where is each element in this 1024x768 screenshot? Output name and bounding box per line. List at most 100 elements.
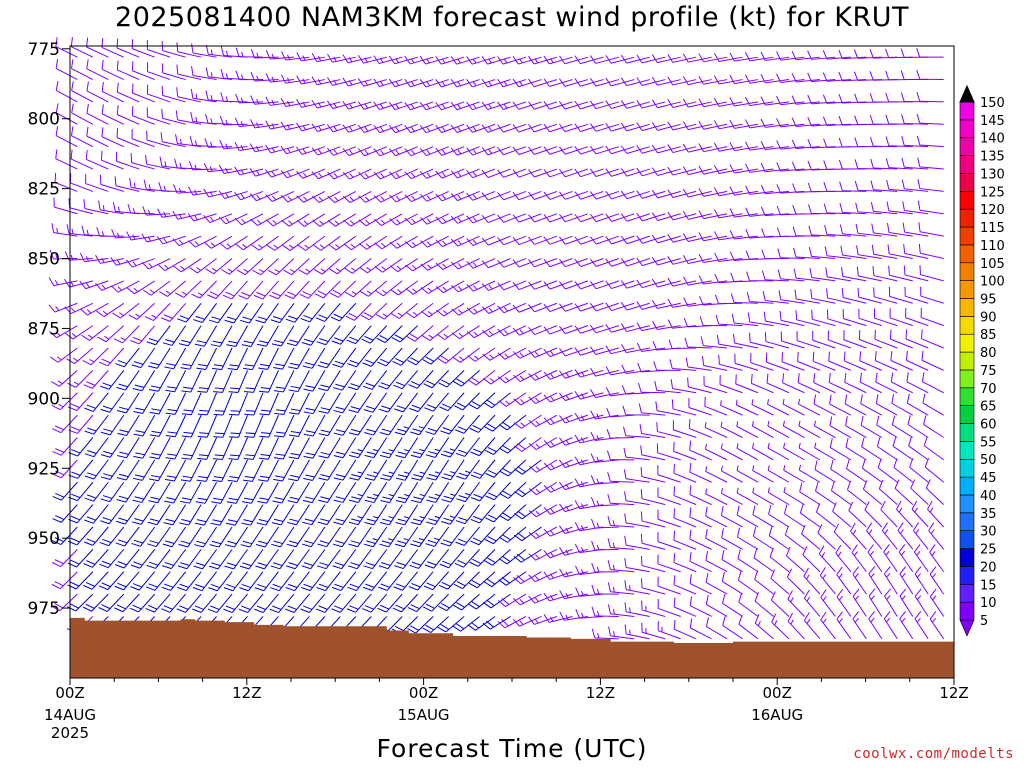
wind-barb-flag bbox=[102, 495, 113, 499]
wind-barb-flag bbox=[452, 625, 461, 632]
wind-barb bbox=[491, 571, 511, 588]
wind-barb-flag bbox=[70, 559, 80, 565]
wind-barb bbox=[873, 145, 898, 148]
wind-barb bbox=[579, 459, 604, 466]
wind-barb-flag bbox=[815, 503, 821, 513]
wind-barb-half-flag bbox=[565, 461, 570, 467]
wind-barb-flag bbox=[819, 567, 826, 576]
wind-barb bbox=[370, 593, 388, 613]
wind-barb-flag bbox=[698, 187, 705, 197]
wind-barb-flag bbox=[116, 499, 126, 503]
wind-barb-flag bbox=[470, 474, 480, 479]
wind-barb-flag bbox=[901, 114, 905, 124]
wind-barb-flag bbox=[81, 334, 90, 341]
wind-barb-flag bbox=[179, 605, 189, 610]
colorbar-label: 115 bbox=[980, 221, 1005, 236]
wind-barb-flag bbox=[682, 166, 689, 175]
colorbar-swatch bbox=[959, 387, 975, 406]
wind-barb bbox=[388, 414, 403, 436]
wind-barb-flag bbox=[334, 562, 345, 566]
wind-barb-flag bbox=[455, 452, 466, 457]
wind-barb-flag bbox=[769, 547, 774, 558]
wind-barb-flag bbox=[103, 473, 113, 477]
wind-barb-flag bbox=[84, 497, 94, 502]
wind-barb-flag bbox=[881, 522, 888, 531]
wind-barb bbox=[749, 213, 774, 217]
wind-barb-half-flag bbox=[596, 610, 600, 617]
wind-barb-flag bbox=[776, 140, 782, 150]
wind-barb-flag bbox=[259, 363, 270, 367]
wind-barb-flag bbox=[713, 165, 720, 174]
wind-barb-flag bbox=[689, 507, 692, 517]
wind-barb-half-flag bbox=[550, 396, 555, 401]
wind-barb bbox=[324, 593, 341, 613]
wind-barb-flag bbox=[620, 168, 628, 177]
wind-barb bbox=[768, 492, 790, 506]
wind-barb-flag bbox=[165, 435, 176, 438]
colorbar-label: 100 bbox=[980, 275, 1005, 290]
wind-barb bbox=[71, 68, 94, 81]
wind-barb-flag bbox=[358, 171, 366, 180]
wind-barb-flag bbox=[428, 518, 438, 522]
wind-barb bbox=[831, 490, 852, 506]
wind-barb-flag bbox=[410, 543, 420, 548]
wind-barb-flag bbox=[467, 355, 476, 362]
wind-barb-flag bbox=[466, 56, 473, 65]
wind-barb-flag bbox=[929, 566, 937, 575]
wind-barb bbox=[718, 343, 743, 349]
wind-barb bbox=[146, 163, 171, 170]
wind-barb-half-flag bbox=[457, 103, 462, 109]
wind-barb-flag bbox=[450, 215, 458, 224]
wind-barb bbox=[550, 392, 573, 403]
wind-barb-flag bbox=[737, 549, 741, 559]
wind-barb bbox=[817, 532, 836, 550]
wind-barb-half-flag bbox=[901, 617, 906, 623]
wind-barb-flag bbox=[499, 536, 508, 543]
wind-barb bbox=[920, 252, 944, 260]
wind-barb-flag bbox=[685, 357, 689, 368]
wind-barb bbox=[752, 470, 774, 483]
wind-barb-flag bbox=[705, 506, 708, 517]
wind-barb-flag bbox=[423, 585, 433, 591]
wind-barb-flag bbox=[174, 158, 178, 169]
wind-barb bbox=[366, 235, 388, 250]
wind-barb-flag bbox=[559, 168, 566, 178]
wind-barb-flag bbox=[856, 245, 859, 255]
wind-barb-half-flag bbox=[225, 143, 229, 149]
wind-barb-flag bbox=[198, 364, 208, 367]
wind-barb bbox=[829, 403, 852, 416]
x-axis-label: Forecast Time (UTC) bbox=[376, 734, 648, 763]
wind-barb-flag bbox=[335, 451, 346, 455]
wind-barb bbox=[357, 437, 372, 458]
wind-barb-flag bbox=[381, 540, 392, 544]
colorbar-label: 110 bbox=[980, 239, 1005, 254]
wind-barb-flag bbox=[487, 423, 496, 430]
wind-barb bbox=[116, 137, 140, 148]
wind-barb-flag bbox=[435, 286, 444, 294]
wind-barb-flag bbox=[342, 195, 351, 203]
wind-barb-flag bbox=[442, 427, 452, 432]
wind-barb bbox=[673, 562, 697, 573]
wind-barb bbox=[846, 468, 867, 483]
wind-barb-flag bbox=[110, 257, 117, 266]
wind-barb-half-flag bbox=[412, 311, 418, 316]
wind-barb bbox=[844, 360, 867, 371]
wind-barb-flag bbox=[211, 540, 222, 545]
wind-barb-half-flag bbox=[886, 617, 891, 623]
wind-barb-flag bbox=[249, 168, 256, 177]
wind-barb bbox=[814, 425, 836, 438]
wind-barb-flag bbox=[285, 608, 295, 613]
wind-barb-flag bbox=[528, 510, 537, 518]
wind-barb bbox=[534, 123, 558, 133]
wind-barb-half-flag bbox=[70, 254, 74, 261]
wind-barb-flag bbox=[760, 162, 766, 172]
wind-barb-half-flag bbox=[426, 218, 432, 223]
wind-barb-half-flag bbox=[397, 289, 402, 294]
wind-barb-flag bbox=[311, 123, 318, 132]
wind-barb-half-flag bbox=[147, 209, 151, 216]
wind-barb bbox=[690, 627, 712, 640]
wind-barb-flag bbox=[419, 170, 427, 179]
wind-barb-half-flag bbox=[412, 288, 417, 293]
wind-barb-half-flag bbox=[209, 191, 214, 197]
wind-barb-flag bbox=[528, 616, 535, 625]
